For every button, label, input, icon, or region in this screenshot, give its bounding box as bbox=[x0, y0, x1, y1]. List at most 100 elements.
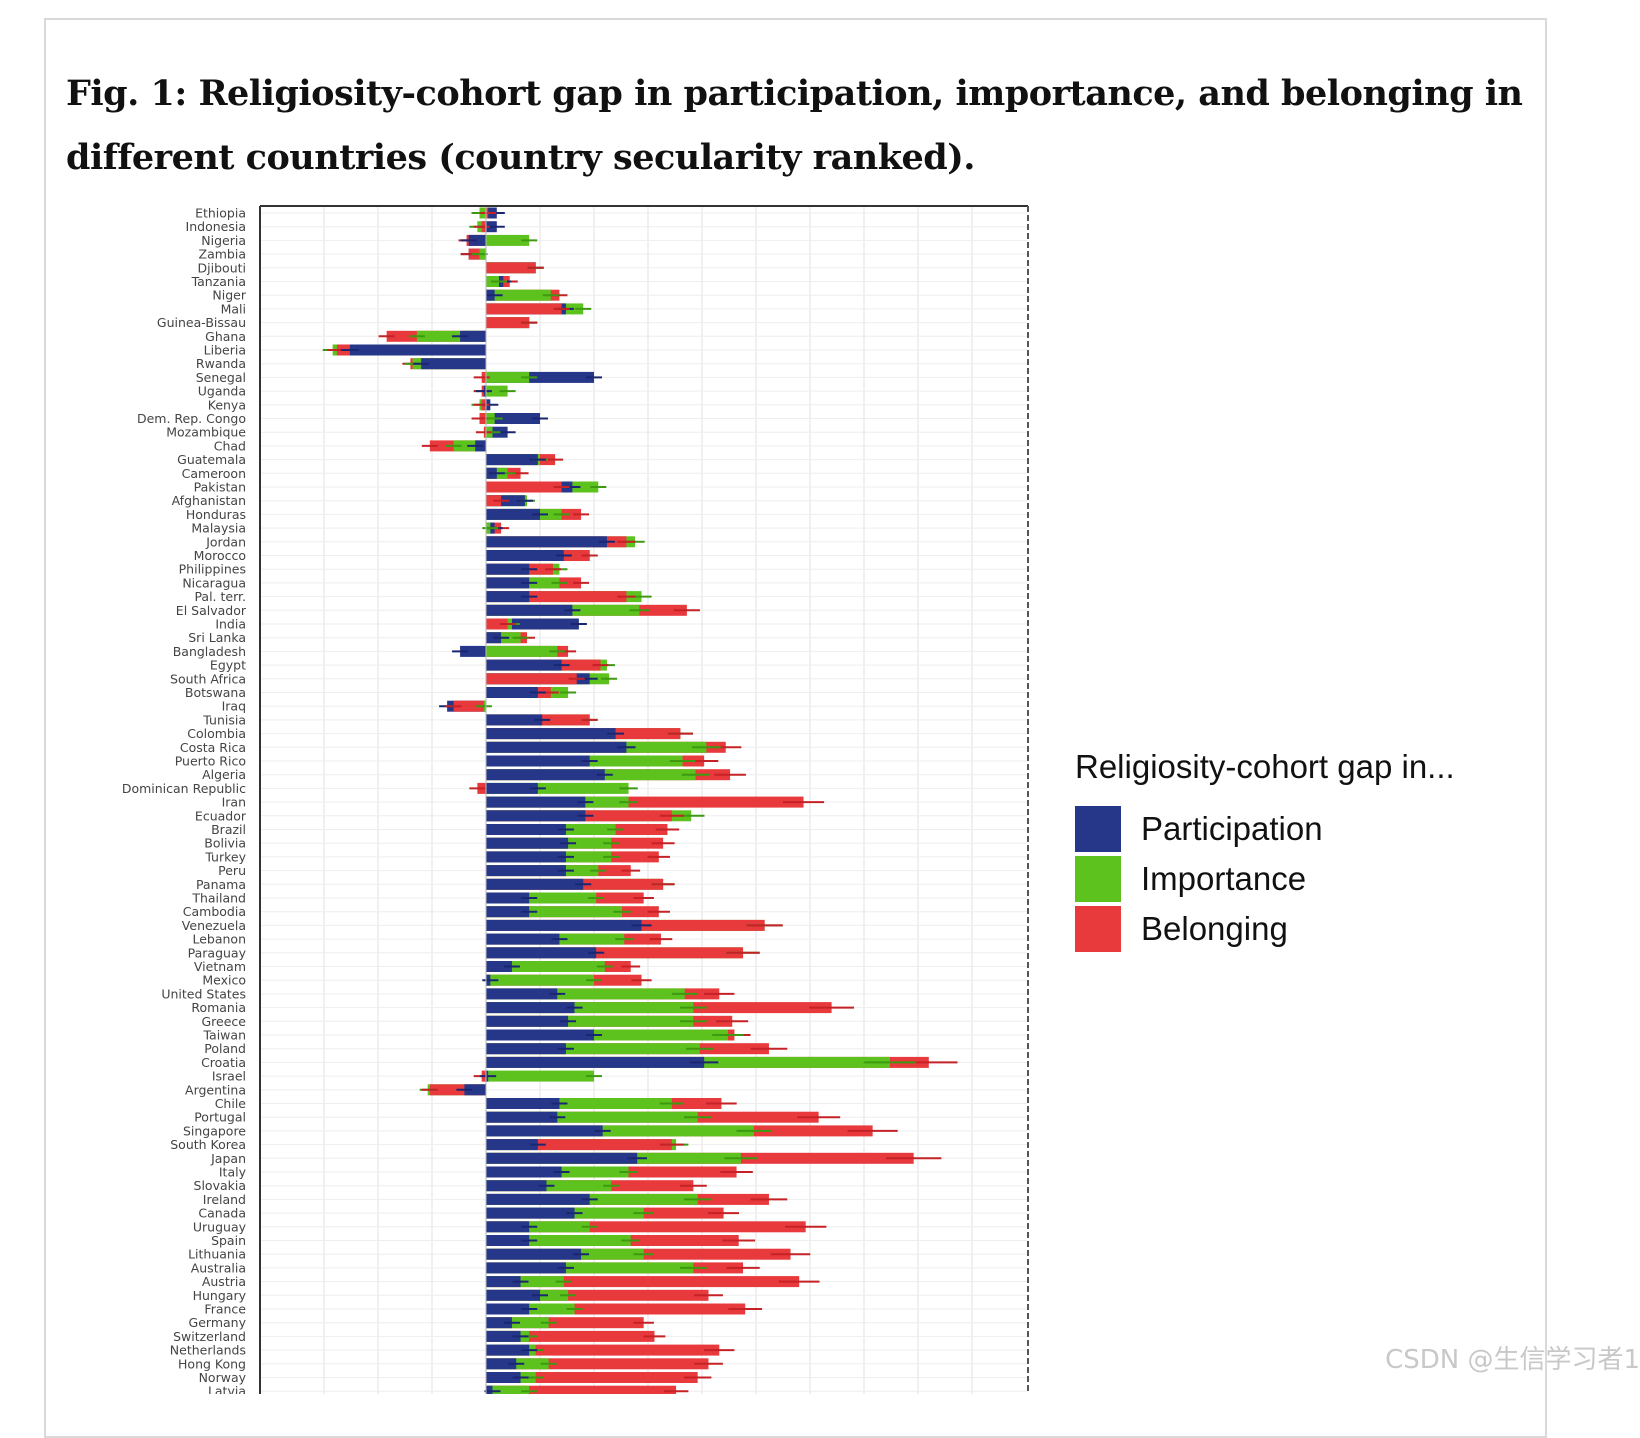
bar-participation-poland bbox=[486, 1043, 566, 1055]
tick-label-sri-lanka: Sri Lanka bbox=[188, 630, 246, 645]
tick-label-latvia: Latvia bbox=[208, 1384, 246, 1394]
bar-belonging-paraguay bbox=[486, 947, 744, 959]
bar-belonging-iran bbox=[486, 796, 804, 808]
tick-label-south-africa: South Africa bbox=[170, 671, 246, 686]
tick-label-pakistan: Pakistan bbox=[194, 480, 246, 495]
tick-label-mozambique: Mozambique bbox=[166, 425, 246, 440]
tick-label-iraq: Iraq bbox=[222, 699, 246, 714]
bar-participation-senegal bbox=[486, 371, 594, 383]
bar-importance-niger bbox=[486, 289, 551, 301]
bar-participation-algeria bbox=[486, 769, 605, 781]
tick-label-brazil: Brazil bbox=[211, 822, 246, 837]
bar-participation-puerto-rico bbox=[486, 755, 590, 767]
bar-participation-argentina bbox=[464, 1084, 486, 1096]
bar-belonging-switzerland bbox=[486, 1330, 655, 1342]
bar-importance-cambodia bbox=[486, 906, 623, 918]
bar-participation-nigeria bbox=[468, 234, 486, 246]
bar-importance-vietnam bbox=[486, 961, 605, 972]
bar-participation-philippines bbox=[486, 563, 530, 575]
bar-belonging-germany bbox=[486, 1317, 644, 1329]
tick-label-spain: Spain bbox=[211, 1233, 246, 1248]
bar-participation-turkey bbox=[486, 851, 566, 863]
bar-participation-paraguay bbox=[486, 947, 597, 959]
tick-label-colombia: Colombia bbox=[187, 726, 246, 741]
tick-label-japan: Japan bbox=[210, 1151, 246, 1166]
tick-label-india: India bbox=[215, 617, 246, 632]
bar-participation-hungary bbox=[486, 1289, 540, 1301]
tick-label-algeria: Algeria bbox=[202, 767, 246, 782]
bar-participation-australia bbox=[486, 1262, 566, 1274]
bar-participation-italy bbox=[486, 1166, 562, 1178]
bar-belonging-france bbox=[486, 1303, 746, 1315]
bar-participation-japan bbox=[486, 1152, 638, 1164]
bar-participation-el-salvador bbox=[486, 604, 573, 616]
legend-swatch-belonging bbox=[1075, 906, 1121, 952]
tick-label-bangladesh: Bangladesh bbox=[173, 644, 246, 659]
tick-label-tunisia: Tunisia bbox=[202, 712, 246, 727]
bar-participation-cambodia bbox=[486, 906, 530, 918]
tick-label-pal-terr-: Pal. terr. bbox=[194, 589, 246, 604]
bar-participation-panama bbox=[486, 878, 584, 890]
bar-importance-taiwan bbox=[486, 1029, 728, 1041]
tick-label-argentina: Argentina bbox=[185, 1082, 246, 1097]
tick-label-bolivia: Bolivia bbox=[204, 836, 246, 851]
bar-chart: EthiopiaIndonesiaNigeriaZambiaDjiboutiTa… bbox=[122, 205, 1029, 1394]
bar-importance-israel bbox=[486, 1070, 594, 1082]
tick-label-afghanistan: Afghanistan bbox=[172, 493, 246, 508]
legend-swatch-importance bbox=[1075, 856, 1121, 902]
tick-label-senegal: Senegal bbox=[196, 370, 246, 385]
tick-label-lithuania: Lithuania bbox=[188, 1247, 246, 1262]
bar-importance-mexico bbox=[486, 974, 594, 986]
bar-participation-south-korea bbox=[486, 1139, 538, 1151]
bar-importance-singapore bbox=[486, 1125, 754, 1137]
tick-label-jordan: Jordan bbox=[205, 534, 246, 549]
bar-belonging-iraq bbox=[453, 700, 486, 712]
bar-importance-poland bbox=[486, 1043, 700, 1055]
tick-label-el-salvador: El Salvador bbox=[176, 603, 247, 618]
tick-label-costa-rica: Costa Rica bbox=[180, 740, 246, 755]
tick-label-botswana: Botswana bbox=[185, 685, 246, 700]
bar-belonging-pakistan bbox=[486, 481, 562, 493]
tick-label-portugal: Portugal bbox=[194, 1110, 246, 1125]
tick-label-turkey: Turkey bbox=[204, 849, 246, 864]
bar-participation-germany bbox=[486, 1317, 512, 1329]
bar-participation-taiwan bbox=[486, 1029, 594, 1041]
bar-importance-thailand bbox=[486, 892, 597, 904]
bar-participation-brazil bbox=[486, 824, 566, 835]
tick-label-mali: Mali bbox=[221, 301, 246, 316]
tick-label-djibouti: Djibouti bbox=[198, 260, 246, 275]
tick-label-mexico: Mexico bbox=[202, 973, 246, 988]
bar-participation-norway bbox=[486, 1372, 521, 1383]
bar-importance-senegal bbox=[486, 371, 530, 383]
tick-label-poland: Poland bbox=[204, 1041, 246, 1056]
bar-belonging-guinea-bissau bbox=[486, 317, 530, 329]
bar-participation-egypt bbox=[486, 659, 562, 671]
bar-belonging-south-africa bbox=[486, 673, 577, 685]
tick-label-taiwan: Taiwan bbox=[202, 1028, 246, 1043]
tick-label-honduras: Honduras bbox=[186, 507, 246, 522]
bar-participation-portugal bbox=[486, 1111, 558, 1123]
bar-importance-uganda bbox=[486, 385, 508, 397]
bar-participation-peru bbox=[486, 865, 566, 877]
tick-label-canada: Canada bbox=[198, 1206, 246, 1221]
tick-label-cambodia: Cambodia bbox=[183, 904, 246, 919]
bar-importance-dominican-republic bbox=[486, 782, 629, 794]
tick-label-chad: Chad bbox=[214, 438, 246, 453]
bar-importance-bangladesh bbox=[486, 645, 558, 657]
bar-belonging-hungary bbox=[486, 1289, 709, 1301]
bar-importance-spain bbox=[486, 1235, 631, 1246]
tick-label-rwanda: Rwanda bbox=[196, 356, 246, 371]
tick-label-egypt: Egypt bbox=[210, 658, 246, 673]
bar-participation-botswana bbox=[486, 687, 538, 698]
tick-label-morocco: Morocco bbox=[194, 548, 246, 563]
tick-label-tanzania: Tanzania bbox=[191, 274, 246, 289]
tick-label-guinea-bissau: Guinea-Bissau bbox=[157, 315, 246, 330]
bar-belonging-uruguay bbox=[486, 1221, 806, 1233]
bar-participation-ecuador bbox=[486, 810, 586, 822]
bar-participation-morocco bbox=[486, 550, 564, 561]
bar-participation-colombia bbox=[486, 728, 616, 740]
bar-participation-tunisia bbox=[486, 714, 543, 726]
bar-participation-india bbox=[486, 618, 579, 630]
tick-label-hungary: Hungary bbox=[193, 1288, 247, 1303]
bar-participation-singapore bbox=[486, 1125, 603, 1137]
